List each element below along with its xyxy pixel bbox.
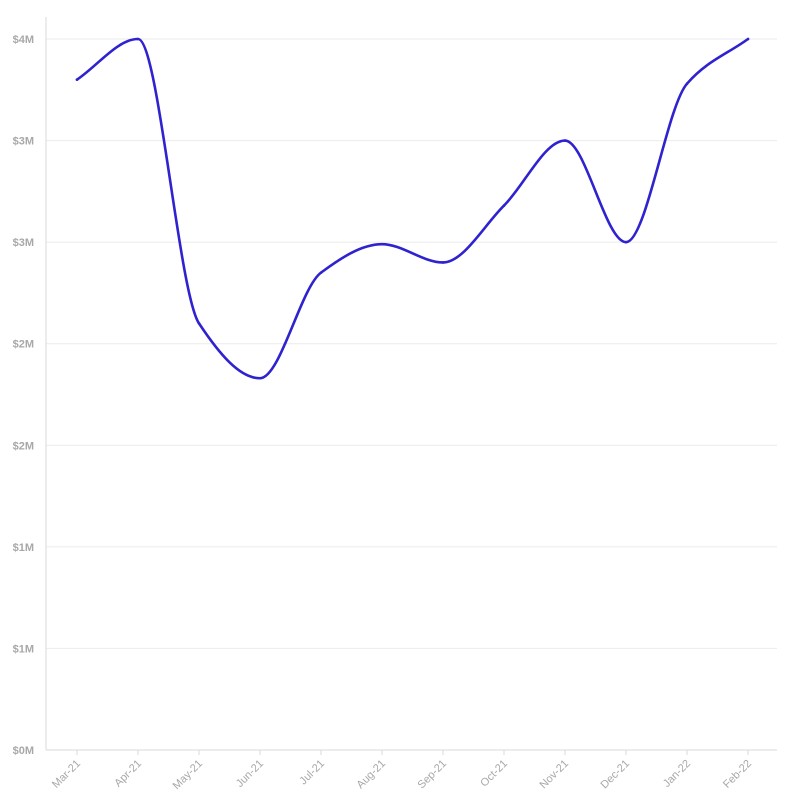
grid-layer [46, 38, 777, 751]
x-tick-label: Oct-21 [478, 758, 510, 790]
y-tick-label: $2M [13, 339, 34, 351]
x-tick-label: Nov-21 [538, 758, 572, 792]
y-tick-label: $3M [13, 237, 34, 249]
data-point [380, 242, 384, 246]
series-layer [75, 37, 750, 380]
data-point [502, 204, 506, 207]
x-tick-labels: Mar-21 Apr-21 May-21 Jun-21 Jul-21 Aug-21 Sep-… [50, 758, 754, 792]
y-tick-label: $3M [13, 136, 34, 148]
x-tick-label: Sep-21 [416, 758, 450, 792]
x-tick-label: Aug-21 [355, 758, 389, 792]
x-tick-label: Apr-21 [112, 758, 144, 790]
data-point [258, 376, 262, 380]
data-point [197, 322, 201, 325]
y-tick-label: $2M [13, 440, 34, 452]
data-point [75, 78, 79, 81]
data-point [319, 271, 323, 274]
x-tick-label: Mar-21 [50, 758, 83, 791]
y-tick-label: $0M [13, 745, 34, 757]
y-tick-label: $1M [13, 542, 34, 554]
x-tick-label: Feb-22 [721, 758, 754, 791]
y-tick-label: $4M [13, 34, 34, 46]
x-tick-label: May-21 [171, 758, 205, 792]
y-tick-label: $1M [13, 643, 34, 655]
y-tick-labels: $0M $1M $1M $2M $2M $3M $3M $4M [13, 34, 34, 757]
data-point [563, 139, 567, 142]
data-point [746, 37, 750, 41]
x-tick-label: Jul-21 [297, 758, 327, 788]
x-tick-label: Jun-21 [234, 758, 266, 790]
data-point [624, 240, 628, 244]
series-line [75, 37, 750, 380]
x-tick-label: Dec-21 [599, 758, 633, 792]
axis-layer [45, 17, 777, 755]
data-point [136, 37, 140, 41]
data-point [685, 82, 689, 85]
data-point [441, 261, 445, 264]
x-tick-label: Jan-22 [661, 758, 693, 790]
